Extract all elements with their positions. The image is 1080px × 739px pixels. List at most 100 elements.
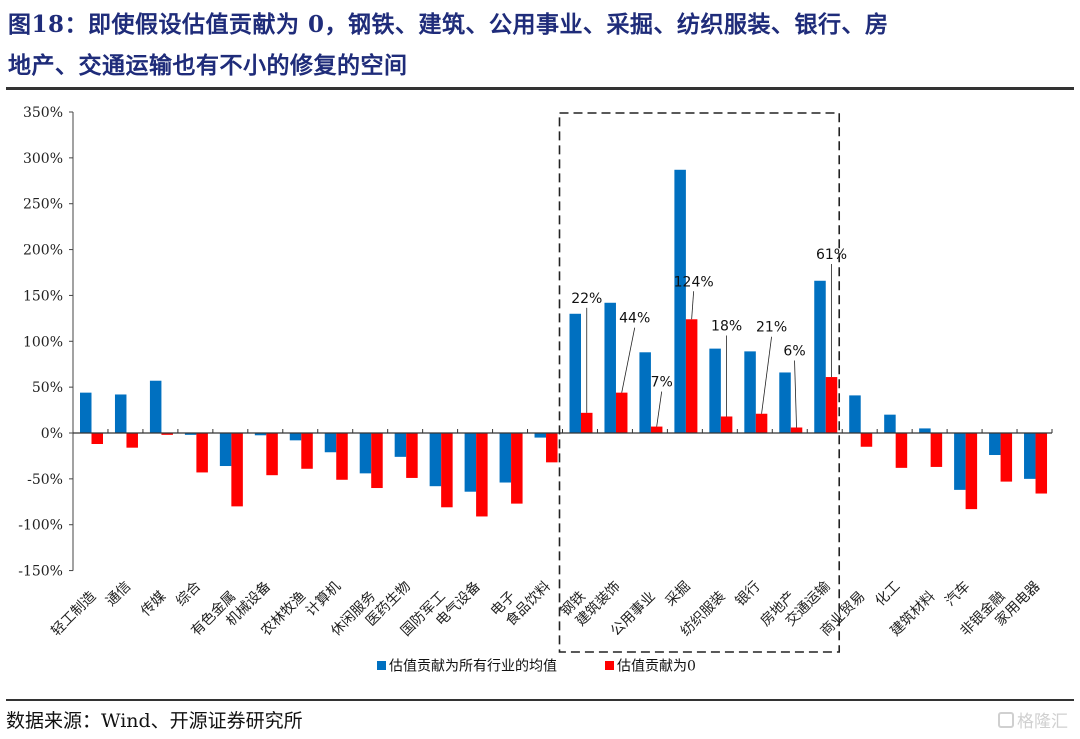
bar-series-zero (441, 433, 453, 508)
bar-series-avg (219, 433, 232, 467)
leader-line (656, 391, 663, 427)
y-tick-label: 50% (32, 380, 63, 396)
bar-series-zero (650, 426, 663, 433)
category-label: 化工 (872, 579, 903, 610)
bar-series-avg (1024, 433, 1036, 479)
bar-series-avg (429, 433, 442, 487)
bar-series-zero (301, 433, 313, 469)
bar-series-zero (91, 433, 103, 445)
data-label: 18% (711, 318, 742, 334)
bar-series-avg (324, 433, 337, 453)
bar-series-avg (639, 352, 651, 433)
bar-series-zero (1035, 433, 1048, 494)
legend: 估值贡献为所有行业的均值 估值贡献为0 (377, 659, 696, 675)
bar-series-avg (814, 280, 826, 433)
legend-label-avg: 估值贡献为所有行业的均值 (389, 659, 557, 675)
bar-series-avg (569, 313, 581, 433)
bar-series-zero (581, 412, 593, 433)
bar-chart: -150% -100% -50% 0% 50% 100% 150% 200% 250% 300% 3… (18, 105, 1053, 675)
y-tick-label: -150% (18, 564, 63, 580)
watermark: 格隆汇 (998, 707, 1068, 732)
highlight-box (558, 112, 841, 653)
figure-title-line-2: 地产、交通运输也有不小的修复的空间 (8, 52, 408, 79)
data-labels: 22% 44% 7% 124% 18% 21% 6% 61% (571, 247, 847, 428)
bar-series-avg (604, 302, 616, 433)
legend-marker-zero (605, 661, 614, 670)
legend-label-zero: 估值贡献为0 (617, 659, 696, 675)
bars (80, 169, 1048, 517)
bar-series-avg (394, 433, 407, 457)
data-label: 124% (674, 274, 714, 290)
bar-series-zero (196, 433, 208, 473)
bar-series-zero (930, 433, 943, 467)
data-label: 21% (756, 320, 787, 336)
bar-series-avg (709, 348, 721, 433)
category-label: 通信 (103, 579, 134, 610)
bar-series-zero (1000, 433, 1013, 482)
data-label: 7% (651, 375, 673, 391)
bar-series-zero (336, 433, 348, 480)
bar-series-zero (755, 413, 768, 433)
bar-series-avg (954, 433, 966, 490)
category-label: 计算机 (303, 579, 344, 620)
bar-series-zero (231, 433, 243, 507)
category-labels: 轻工制造 通信 传媒 综合有色金属机械设备农林牧渔计算机休闲服务医药生物国防军工电气设… (48, 578, 1043, 640)
category-label: 银行 (733, 579, 764, 610)
bar-series-avg (114, 394, 127, 433)
bar-series-avg (254, 433, 267, 436)
bottom-rule (6, 699, 1074, 701)
y-tick-label: -50% (27, 472, 63, 488)
bar-series-avg (289, 433, 302, 441)
y-tick-label: 0% (41, 426, 63, 442)
bar-series-zero (825, 377, 838, 433)
data-label: 22% (571, 291, 602, 307)
bar-series-avg (849, 395, 861, 433)
bar-series-avg (744, 351, 756, 433)
category-label: 采掘 (663, 579, 694, 610)
bar-series-avg (499, 433, 512, 483)
figure-title: 图18：即使假设估值贡献为 0，钢铁、建筑、公用事业、采掘、纺织服装、银行、房 … (8, 4, 1076, 86)
bar-series-avg (989, 433, 1001, 456)
bar-series-zero (511, 433, 523, 504)
data-label: 61% (816, 247, 847, 263)
category-label: 轻工制造 (48, 589, 99, 640)
bar-series-zero (860, 433, 873, 447)
data-label: 6% (783, 343, 805, 359)
figure-title-line-1: 图18：即使假设估值贡献为 0，钢铁、建筑、公用事业、采掘、纺织服装、银行、房 (8, 11, 889, 38)
bar-series-zero (371, 433, 383, 489)
bar-series-zero (546, 433, 558, 463)
category-label: 汽车 (942, 578, 974, 610)
bar-series-zero (790, 427, 803, 433)
bar-series-zero (965, 433, 978, 510)
bar-series-avg (674, 169, 686, 433)
y-tick-label: 200% (23, 243, 63, 259)
bar-series-avg (149, 380, 162, 433)
watermark-text: 格隆汇 (1017, 712, 1068, 732)
y-tick-label: 150% (23, 288, 63, 304)
bar-series-zero (895, 433, 908, 468)
bar-series-zero (266, 433, 278, 476)
bar-series-zero (476, 433, 488, 517)
y-tick-label: -100% (18, 518, 63, 534)
leader-line (761, 336, 772, 414)
highlight-dashed-box (558, 112, 841, 653)
bar-series-avg (359, 433, 372, 474)
bar-series-avg (534, 433, 547, 438)
watermark-logo-icon (998, 711, 1014, 728)
leader-line (621, 327, 636, 393)
bar-series-zero (615, 392, 628, 433)
y-tick-label: 350% (23, 105, 63, 121)
x-axis (73, 429, 1053, 434)
top-rule (6, 87, 1074, 90)
legend-marker-avg (377, 661, 386, 670)
bar-series-avg (919, 428, 931, 433)
bar-series-zero (126, 433, 138, 448)
y-axis: -150% -100% -50% 0% 50% 100% 150% 200% 250% 300% 3… (18, 105, 74, 580)
leader-line (691, 291, 695, 320)
bar-series-zero (406, 433, 418, 478)
bar-series-zero (685, 319, 698, 433)
y-tick-label: 300% (23, 151, 63, 167)
data-source: 数据来源：Wind、开源证券研究所 (6, 710, 303, 732)
y-tick-label: 100% (23, 334, 63, 350)
leader-line (794, 360, 797, 428)
